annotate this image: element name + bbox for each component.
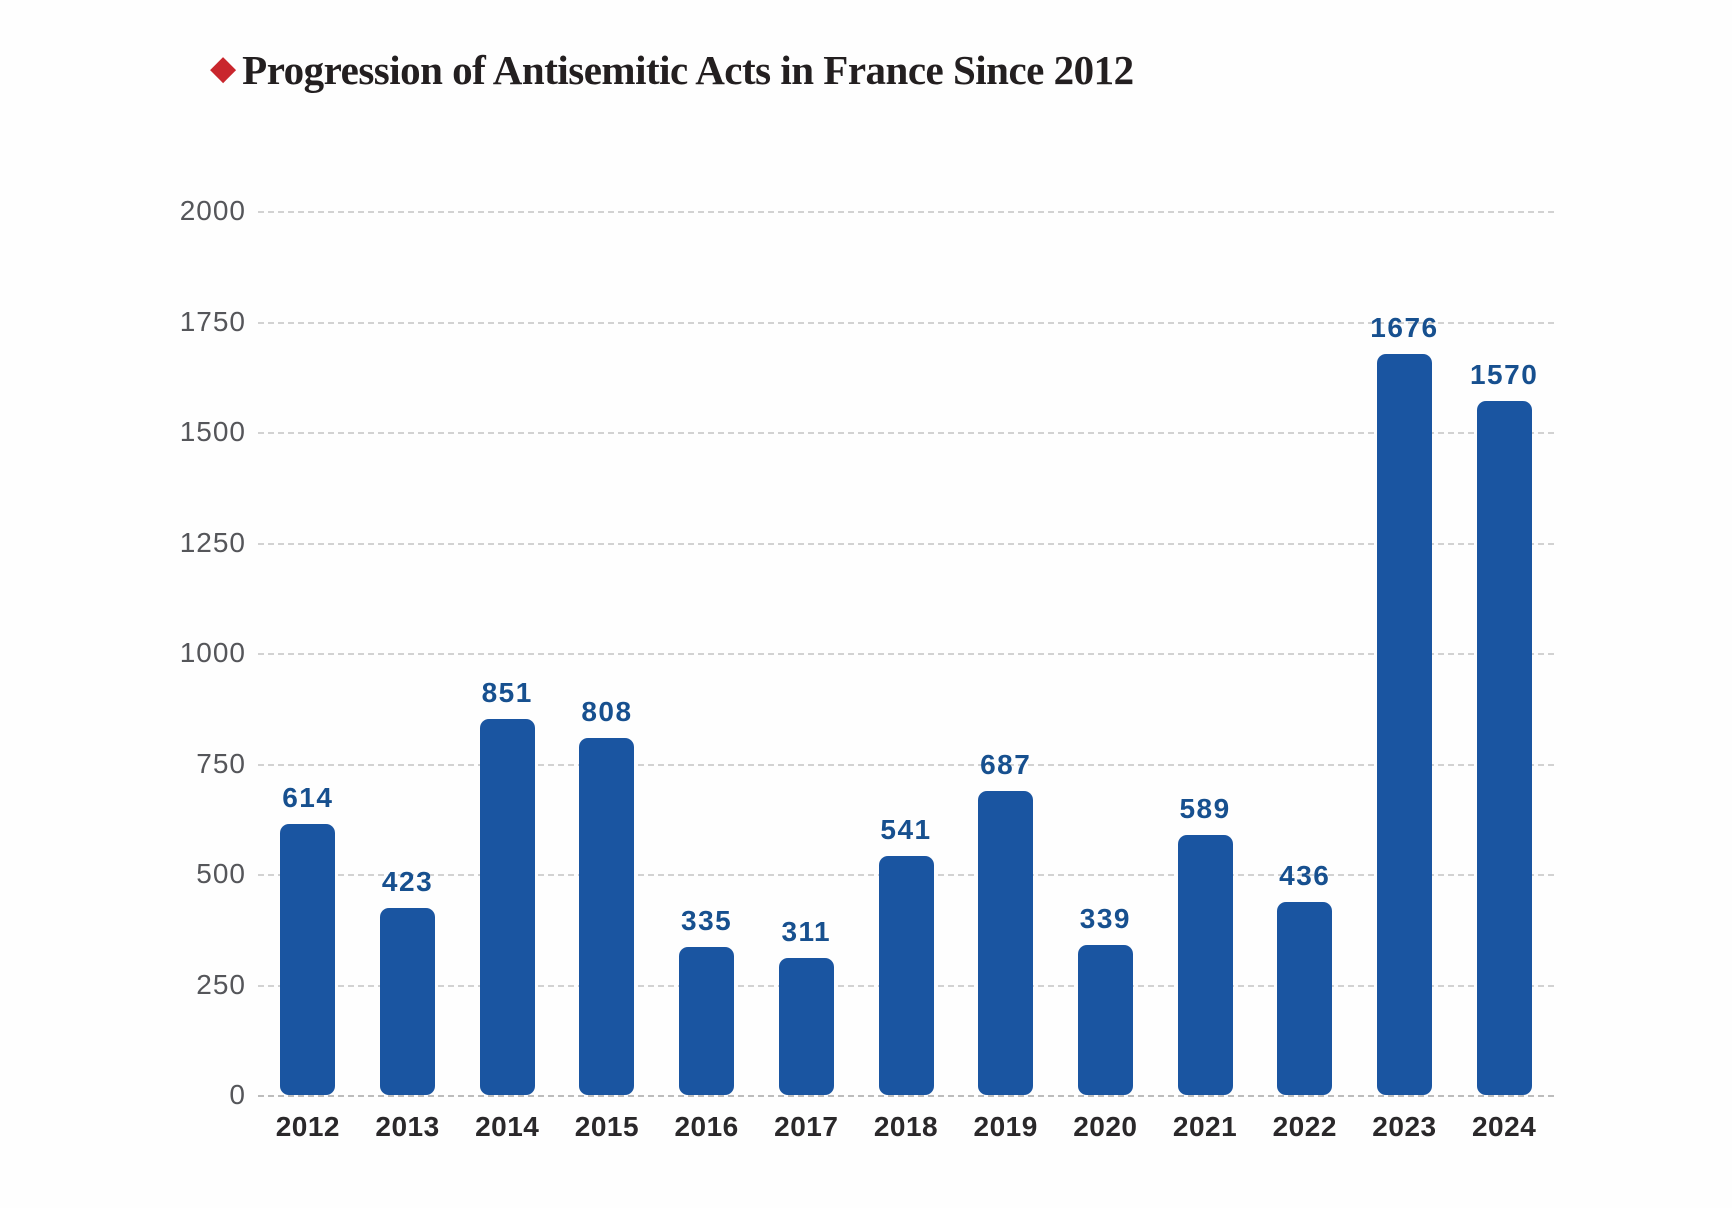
x-axis-tick-label-2019: 2019 (973, 1111, 1038, 1142)
bar-value-label-2023: 1676 (1370, 312, 1439, 344)
x-axis-tick-label-2021: 2021 (1172, 1111, 1238, 1142)
x-axis-tick-label-2020: 2020 (1073, 1111, 1138, 1142)
x-axis-tick-label-2023: 2023 (1372, 1111, 1437, 1142)
chart-header: ◆ Progression of Antisemitic Acts in Fra… (210, 46, 1134, 94)
gridline-2000 (258, 211, 1554, 213)
bar-2014 (479, 718, 535, 1095)
bar-2021 (1177, 834, 1233, 1095)
gridline-0 (258, 1095, 1554, 1097)
bar-value-label-2022: 436 (1279, 860, 1331, 892)
bar-2012 (280, 823, 336, 1095)
bar-value-label-2014: 851 (481, 676, 533, 708)
bar-value-label-2020: 339 (1079, 903, 1131, 935)
gridline-1750 (258, 321, 1554, 324)
bar-value-label-2017: 311 (781, 915, 832, 947)
y-axis-tick-label-1250: 1250 (179, 526, 246, 558)
x-axis-tick-label-2012: 2012 (275, 1111, 340, 1142)
bar-value-label-2024: 1570 (1469, 359, 1539, 391)
bar-2022 (1277, 902, 1333, 1095)
bar-value-label-2015: 808 (581, 695, 633, 727)
y-axis-tick-label-1000: 1000 (179, 637, 246, 668)
x-axis-tick-label-2024: 2024 (1471, 1111, 1537, 1142)
x-axis-tick-label-2017: 2017 (774, 1111, 839, 1142)
bar-2019 (978, 791, 1034, 1095)
y-axis-tick-label-1750: 1750 (179, 305, 246, 337)
bar-2015 (579, 737, 635, 1095)
gridline-1500 (258, 432, 1554, 434)
x-axis-tick-label-2014: 2014 (475, 1111, 540, 1142)
x-axis-tick-label-2013: 2013 (375, 1111, 440, 1142)
bar-value-label-2012: 614 (282, 781, 334, 813)
bar-value-label-2013: 423 (381, 866, 434, 898)
diamond-bullet-icon: ◆ (210, 49, 237, 87)
y-axis-tick-label-750: 750 (196, 747, 246, 779)
bar-value-label-2018: 541 (880, 813, 932, 845)
y-axis-tick-label-250: 250 (196, 968, 246, 1000)
gridline-750 (258, 763, 1554, 766)
x-axis-tick-label-2022: 2022 (1272, 1111, 1337, 1142)
bar-2016 (679, 946, 735, 1095)
y-axis-tick-label-0: 0 (229, 1079, 246, 1110)
y-axis-tick-label-500: 500 (196, 858, 246, 889)
bar-value-label-2016: 335 (681, 904, 733, 936)
bar-2013 (380, 908, 436, 1095)
bar-value-label-2019: 687 (980, 749, 1032, 781)
bar-2018 (878, 855, 934, 1095)
y-axis-tick-label-2000: 2000 (179, 195, 246, 226)
bar-value-label-2021: 589 (1179, 792, 1231, 824)
bar-2020 (1077, 945, 1133, 1095)
bar-2024 (1476, 401, 1532, 1095)
gridline-1250 (258, 542, 1554, 545)
gridline-1000 (258, 653, 1554, 655)
x-axis-tick-label-2016: 2016 (674, 1111, 739, 1142)
chart-title: Progression of Antisemitic Acts in Franc… (242, 47, 1134, 93)
x-axis-tick-label-2018: 2018 (873, 1111, 939, 1142)
x-axis-tick-label-2015: 2015 (574, 1111, 640, 1142)
bar-2023 (1376, 354, 1432, 1095)
y-axis-tick-label-1500: 1500 (179, 416, 246, 447)
bar-2017 (778, 957, 834, 1095)
